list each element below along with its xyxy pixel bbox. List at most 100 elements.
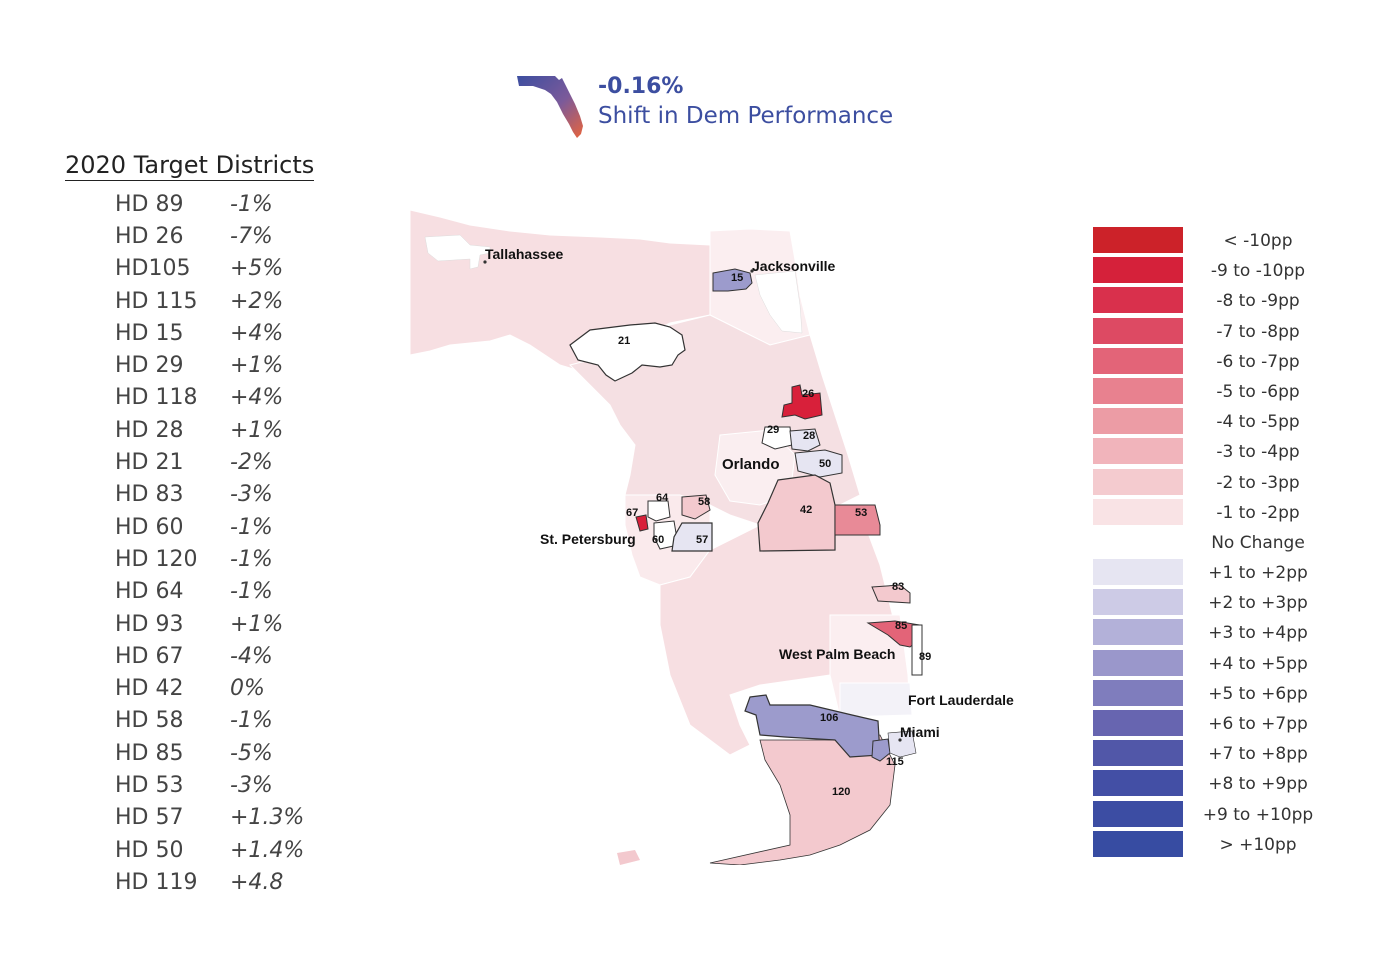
legend-label: -4 to -5pp (1216, 412, 1300, 433)
district-change: -3% (230, 772, 273, 798)
legend-swatch (1093, 498, 1183, 525)
district-change: -2% (230, 450, 273, 476)
legend-label: +7 to +8pp (1208, 744, 1308, 765)
district-label-83: 83 (892, 581, 904, 593)
legend-label: -1 to -2pp (1216, 502, 1300, 523)
legend-label: +9 to +10pp (1202, 804, 1314, 825)
city-jacksonville: Jacksonville (752, 258, 835, 274)
district-name: HD 85 (115, 740, 184, 766)
district-change: +5% (230, 256, 284, 282)
district-row: HD 118 +4% (115, 382, 304, 414)
district-change: 0% (230, 676, 265, 702)
district-name: HD 67 (115, 643, 184, 669)
district-change: -1% (230, 546, 273, 572)
district-row: HD 28 +1% (115, 414, 304, 446)
legend-swatch (1093, 347, 1183, 374)
florida-map-svg: Tallahassee Jacksonville Orlando St. Pet… (409, 209, 1014, 866)
district-row: HD 58 -1% (115, 705, 304, 737)
legend-swatch (1093, 257, 1183, 284)
region-jax-white (754, 270, 803, 334)
district-name: HD 119 (115, 869, 198, 895)
district-name: HD 120 (115, 546, 198, 572)
district-name: HD 83 (115, 482, 184, 508)
district-83 (871, 584, 911, 604)
legend-label: +5 to +6pp (1208, 683, 1308, 704)
legend-label: No Change (1211, 532, 1305, 553)
florida-state-icon (517, 76, 583, 138)
district-change: +4% (230, 320, 284, 346)
legend-swatch (1093, 740, 1183, 767)
legend-label: +2 to +3pp (1208, 593, 1308, 614)
district-15 (712, 268, 753, 292)
legend-swatch (1093, 528, 1183, 555)
legend-label: +1 to +2pp (1208, 563, 1308, 584)
region-miami (887, 730, 917, 758)
city-miami: Miami (900, 724, 940, 740)
district-row: HD 21 -2% (115, 446, 304, 478)
district-change: +4% (230, 385, 284, 411)
district-label-85: 85 (895, 620, 907, 632)
district-row: HD 89 -1% (115, 188, 304, 220)
legend-label: +8 to +9pp (1208, 774, 1308, 795)
legend-swatch (1093, 800, 1183, 827)
legend-label: < -10pp (1223, 231, 1293, 251)
district-row: HD 50 +1.4% (115, 834, 304, 866)
region-keys (617, 850, 640, 865)
legend-swatch (1093, 649, 1183, 676)
district-label-50: 50 (819, 458, 831, 470)
district-change: +1% (230, 417, 284, 443)
district-name: HD 21 (115, 450, 184, 476)
district-name: HD 26 (115, 223, 184, 249)
district-label-106: 106 (820, 712, 838, 724)
dem-shift-value: -0.16% (598, 74, 684, 99)
legend-label: +3 to +4pp (1208, 623, 1308, 644)
legend-swatch (1093, 559, 1183, 586)
legend-swatch (1093, 770, 1183, 797)
district-label-67: 67 (626, 507, 638, 519)
region-broward (839, 682, 913, 718)
legend-swatch (1093, 619, 1183, 646)
district-26 (781, 384, 823, 420)
district-change: +2% (230, 288, 284, 314)
legend-swatch (1093, 227, 1183, 253)
district-label-57: 57 (696, 534, 708, 546)
legend-swatch (1093, 468, 1183, 495)
district-change: +1% (230, 353, 284, 379)
district-row: HD 115 +2% (115, 285, 304, 317)
district-name: HD 28 (115, 417, 184, 443)
district-label-21: 21 (618, 335, 630, 347)
legend-label: -7 to -8pp (1216, 321, 1300, 342)
district-change: -1% (230, 708, 273, 734)
district-row: HD 53 -3% (115, 769, 304, 801)
district-label-60: 60 (652, 534, 664, 546)
district-label-53: 53 (855, 507, 867, 519)
district-change: +1% (230, 611, 284, 637)
district-name: HD 115 (115, 288, 198, 314)
legend-label: -9 to -10pp (1210, 261, 1306, 282)
district-row: HD 42 0% (115, 672, 304, 704)
district-row: HD 67 -4% (115, 640, 304, 672)
legend-label: -3 to -4pp (1216, 442, 1300, 463)
district-28 (789, 428, 821, 452)
district-name: HD 60 (115, 514, 184, 540)
district-label-58: 58 (698, 496, 710, 508)
district-21 (569, 322, 686, 382)
legend-label: -5 to -6pp (1216, 381, 1300, 402)
legend-swatch (1093, 287, 1183, 314)
district-name: HD 89 (115, 191, 184, 217)
district-57 (671, 522, 713, 552)
district-row: HD 60 -1% (115, 511, 304, 543)
legend-swatch (1093, 830, 1183, 857)
legend-swatch (1093, 377, 1183, 404)
legend-swatch (1093, 589, 1183, 616)
district-row: HD 83 -3% (115, 479, 304, 511)
legend-swatch (1093, 710, 1183, 736)
district-label-115: 115 (886, 756, 904, 768)
district-60 (653, 520, 679, 550)
dem-shift-subtitle: Shift in Dem Performance (598, 103, 894, 129)
district-name: HD 50 (115, 837, 184, 863)
district-row: HD 64 -1% (115, 576, 304, 608)
district-106 (744, 694, 881, 758)
district-label-28: 28 (803, 430, 815, 442)
district-50 (794, 449, 843, 478)
